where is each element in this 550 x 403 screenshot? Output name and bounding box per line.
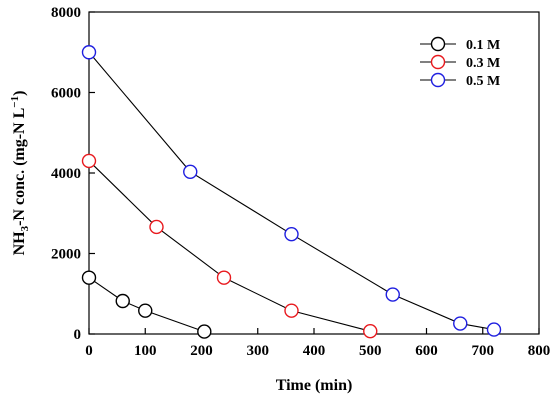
- y-tick-label: 2000: [51, 247, 81, 263]
- y-axis-title-main: NH: [11, 231, 28, 256]
- legend-label: 0.1 M: [466, 38, 500, 53]
- y-axis-title: NH3-N conc. (mg-N L−1): [9, 91, 31, 256]
- legend-marker: [430, 72, 446, 88]
- data-point-0-1-m: [115, 293, 130, 309]
- data-point-0-5-m: [486, 322, 502, 337]
- y-axis-title-sup: −1: [9, 96, 21, 108]
- legend-label: 0.5 M: [466, 74, 500, 89]
- y-axis-title-rest: -N conc. (mg-N L: [11, 108, 28, 226]
- y-tick-label: 8000: [51, 5, 81, 21]
- series-line-0-5-m: [88, 51, 495, 331]
- data-point-0-5-m: [183, 164, 198, 179]
- data-point-0-5-m: [81, 45, 97, 60]
- data-point-0-5-m: [284, 226, 299, 242]
- data-point-0-5-m: [385, 287, 400, 302]
- data-point-0-3-m: [284, 303, 299, 318]
- series-line-0-1-m: [88, 277, 205, 333]
- x-tick-label: 800: [528, 343, 550, 359]
- data-point-0-1-m: [81, 270, 97, 285]
- legend-label: 0.3 M: [466, 56, 500, 71]
- x-tick-label: 500: [359, 343, 382, 359]
- y-axis: 0 2000 4000 6000 8000: [51, 5, 95, 343]
- data-point-0-1-m: [138, 303, 153, 318]
- legend: 0.1 M 0.3 M 0.5 M: [420, 36, 500, 89]
- x-tick-label: 400: [303, 343, 326, 359]
- y-axis-title-sub: 3: [19, 225, 31, 231]
- data-point-0-3-m: [363, 323, 378, 339]
- data-point-0-5-m: [453, 316, 468, 331]
- data-point-0-3-m: [216, 270, 232, 285]
- series-line-0-3-m: [88, 160, 371, 332]
- legend-marker: [430, 36, 446, 52]
- data-point-0-1-m: [197, 324, 212, 339]
- legend-marker: [430, 54, 446, 70]
- x-tick-label: 100: [134, 343, 157, 359]
- data-point-0-3-m: [81, 153, 97, 169]
- y-axis-title-close: ): [11, 91, 28, 96]
- y-tick-label: 0: [74, 327, 82, 343]
- x-axis-title: Time (min): [276, 377, 353, 394]
- series-layer: [81, 45, 502, 339]
- y-tick-label: 4000: [51, 166, 81, 182]
- x-tick-label: 300: [247, 343, 270, 359]
- x-tick-label: 0: [85, 343, 93, 359]
- x-tick-label: 200: [190, 343, 213, 359]
- x-axis: 0 100 200 300 400 500 600 700 800: [85, 328, 550, 359]
- data-point-0-3-m: [149, 219, 164, 235]
- y-tick-label: 6000: [51, 86, 81, 102]
- x-tick-label: 600: [415, 343, 438, 359]
- x-tick-label: 700: [472, 343, 495, 359]
